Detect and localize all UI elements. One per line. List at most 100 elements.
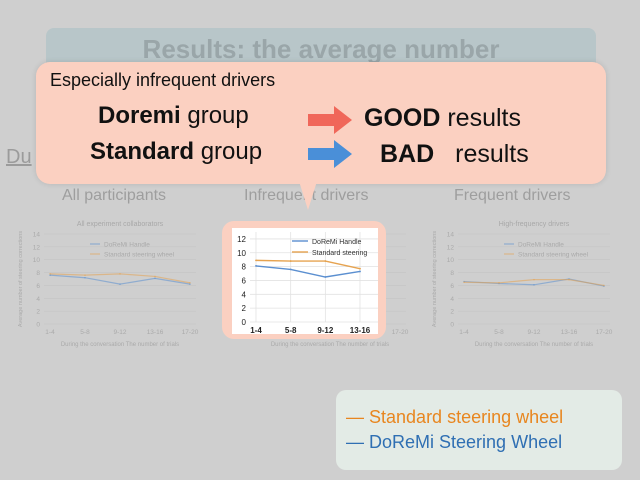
y-tick-label: 0 bbox=[242, 318, 247, 327]
y-tick-label: 12 bbox=[447, 244, 455, 251]
y-tick-label: 12 bbox=[33, 244, 41, 251]
x-tick-label: 1-4 bbox=[250, 326, 262, 334]
y-tick-label: 2 bbox=[450, 309, 454, 316]
y-tick-label: 2 bbox=[36, 309, 40, 316]
y-tick-label: 12 bbox=[237, 235, 246, 244]
legend-doremi-label: DoReMi Steering Wheel bbox=[369, 432, 563, 452]
chart-title: All experiment collaborators bbox=[77, 221, 164, 228]
y-tick-label: 10 bbox=[33, 257, 41, 264]
chart-title: High-frequency drivers bbox=[499, 221, 570, 228]
x-tick-label: 1-4 bbox=[459, 329, 469, 336]
data-point bbox=[189, 282, 191, 284]
y-tick-label: 14 bbox=[33, 232, 41, 239]
partial-text: Du bbox=[6, 146, 32, 168]
data-point bbox=[568, 278, 570, 281]
y-tick-label: 8 bbox=[450, 270, 454, 277]
legend-standard-label: Standard steering wheel bbox=[369, 407, 564, 427]
bad-result-rest: results bbox=[455, 140, 529, 168]
y-tick-label: 0 bbox=[450, 322, 454, 329]
good-result-rest: results bbox=[447, 104, 521, 132]
legend-dash-blue-icon: — bbox=[346, 432, 370, 452]
x-tick-label: 5-8 bbox=[285, 326, 297, 334]
callout-tail bbox=[298, 178, 318, 210]
y-tick-label: 10 bbox=[447, 257, 455, 264]
legend-label: DoReMi Handle bbox=[104, 242, 150, 249]
x-tick-label: 5-8 bbox=[494, 329, 504, 336]
x-tick-label: 17-20 bbox=[392, 329, 409, 336]
y-axis-label: Average number of steering corrections bbox=[18, 231, 24, 327]
arrow-right-blue-icon bbox=[308, 140, 352, 168]
x-tick-label: 9-12 bbox=[317, 326, 334, 334]
callout-heading: Especially infrequent drivers bbox=[50, 70, 276, 90]
panel-label-frequent: Frequent drivers bbox=[454, 187, 571, 204]
legend-label: DoReMi Handle bbox=[518, 242, 564, 249]
chart-all-participants: All experiment collaborators 0 2 4 6 8 10 12 14 1… bbox=[18, 221, 199, 348]
y-tick-label: 8 bbox=[242, 263, 247, 272]
legend-label: Standard steering wheel bbox=[518, 252, 589, 259]
x-axis-label: During the conversation The number of tr… bbox=[271, 342, 389, 348]
series-line-0 bbox=[255, 265, 361, 278]
y-tick-label: 14 bbox=[447, 232, 455, 239]
chart-frequent-drivers: High-frequency drivers 0 2 4 6 8 10 12 14 1-4 5-8 9… bbox=[432, 221, 613, 348]
y-axis-label: Average number of steering corrections bbox=[432, 231, 438, 327]
y-tick-label: 6 bbox=[242, 276, 247, 285]
y-tick-label: 8 bbox=[36, 270, 40, 277]
data-point bbox=[603, 284, 605, 287]
data-point bbox=[154, 275, 156, 278]
data-point bbox=[359, 267, 361, 270]
x-tick-label: 17-20 bbox=[596, 329, 613, 336]
legend-doremi-item: — DoReMi Steering Wheel bbox=[346, 432, 562, 453]
good-result-bold: GOOD bbox=[364, 104, 441, 132]
bad-result-label: BAD results bbox=[380, 140, 529, 169]
y-tick-label: 2 bbox=[242, 304, 247, 313]
data-point bbox=[255, 259, 257, 262]
x-tick-label: 5-8 bbox=[80, 329, 90, 336]
x-tick-label: 13-16 bbox=[147, 329, 164, 336]
series-line-0 bbox=[49, 274, 191, 285]
legend-dash-orange-icon: — bbox=[346, 407, 370, 427]
data-point bbox=[324, 260, 327, 262]
x-axis-label: During the conversation The number of tr… bbox=[61, 342, 179, 348]
legend-label: Standard steering bbox=[312, 250, 367, 257]
data-point bbox=[154, 277, 156, 280]
series-line-1 bbox=[49, 273, 191, 284]
x-tick-label: 9-12 bbox=[527, 329, 540, 336]
data-point bbox=[498, 282, 500, 284]
data-point bbox=[119, 283, 121, 285]
data-point bbox=[84, 274, 86, 276]
data-point bbox=[49, 274, 51, 276]
data-point bbox=[324, 276, 327, 278]
y-tick-label: 0 bbox=[36, 322, 40, 329]
data-point bbox=[533, 283, 535, 286]
chart-infrequent-zoomed: 0 2 4 6 8 10 12 1-4 5-8 9-12 13-16 DoReMi Handle Sta… bbox=[232, 228, 378, 334]
x-axis-label: During the conversation The number of tr… bbox=[475, 342, 593, 348]
x-tick-label: 1-4 bbox=[45, 329, 55, 336]
data-point bbox=[289, 268, 292, 271]
data-point bbox=[289, 260, 292, 262]
data-point bbox=[255, 265, 257, 267]
data-point bbox=[359, 270, 361, 273]
legend-label: Standard steering wheel bbox=[104, 252, 175, 259]
x-tick-label: 13-16 bbox=[350, 326, 371, 334]
legend-standard-item: — Standard steering wheel bbox=[346, 407, 563, 428]
good-result-label: GOOD results bbox=[364, 104, 521, 133]
standard-group-bold: Standard bbox=[90, 138, 195, 165]
y-tick-label: 10 bbox=[237, 249, 246, 258]
series-line-1 bbox=[255, 259, 361, 270]
y-tick-label: 4 bbox=[450, 296, 454, 303]
doremi-group-label: Doremi group bbox=[98, 102, 249, 130]
data-point bbox=[533, 278, 535, 281]
y-tick-label: 6 bbox=[36, 283, 40, 290]
x-tick-label: 13-16 bbox=[561, 329, 578, 336]
slide-title: Results: the average number bbox=[142, 34, 500, 64]
data-point bbox=[189, 283, 191, 285]
x-tick-label: 9-12 bbox=[113, 329, 126, 336]
doremi-group-rest: group bbox=[187, 102, 249, 129]
legend-label: DoReMi Handle bbox=[312, 239, 362, 246]
y-tick-label: 4 bbox=[36, 296, 40, 303]
data-point bbox=[49, 273, 51, 275]
legend-box bbox=[336, 390, 622, 470]
standard-group-label: Standard group bbox=[90, 138, 262, 166]
arrow-right-red-icon bbox=[308, 106, 352, 134]
data-point bbox=[463, 281, 465, 284]
